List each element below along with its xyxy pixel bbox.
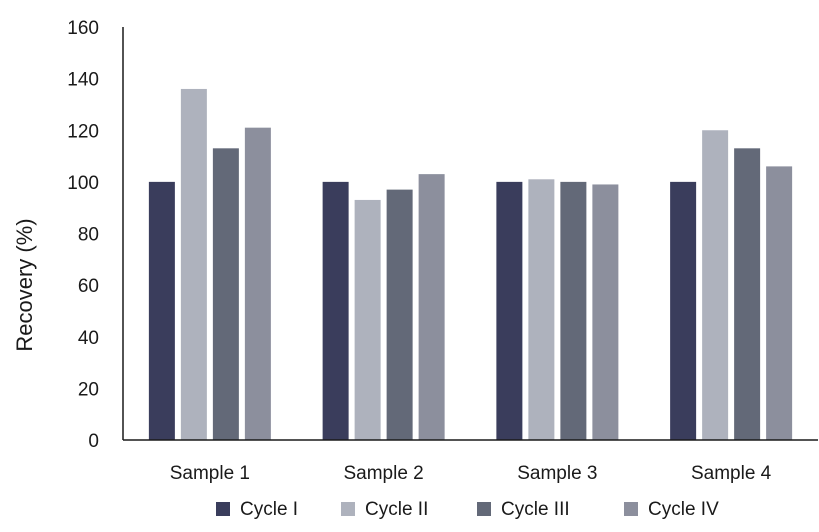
legend-item: Cycle I (216, 499, 298, 520)
legend-swatch (624, 502, 638, 516)
y-tick-label: 100 (67, 173, 99, 194)
bar-sample-3-cycle-i (496, 181, 523, 440)
legend-swatch (341, 502, 355, 516)
x-tick-label: Sample 1 (170, 463, 250, 484)
legend-label: Cycle II (365, 499, 428, 520)
bar-sample-2-cycle-ii (354, 199, 381, 440)
x-tick-label: Sample 2 (343, 463, 423, 484)
bar-sample-3-cycle-iii (560, 181, 587, 440)
bar-sample-2-cycle-i (322, 181, 349, 440)
y-tick-label: 140 (67, 70, 99, 91)
bar-sample-1-cycle-iii (212, 148, 239, 440)
x-tick-label: Sample 4 (691, 463, 772, 484)
bar-sample-4-cycle-iv (766, 166, 793, 440)
legend-label: Cycle I (240, 499, 298, 520)
bar-sample-1-cycle-i (148, 181, 175, 440)
legend-label: Cycle IV (648, 499, 719, 520)
legend-item: Cycle II (341, 499, 428, 520)
legend-item: Cycle III (477, 499, 570, 520)
bar-sample-4-cycle-i (670, 181, 697, 440)
legend-swatch (477, 502, 491, 516)
legend-swatch (216, 502, 230, 516)
bar-sample-2-cycle-iv (418, 174, 445, 440)
bar-sample-4-cycle-iii (734, 148, 761, 440)
y-tick-label: 40 (78, 328, 99, 349)
bar-sample-3-cycle-iv (592, 184, 619, 440)
x-tick-label: Sample 3 (517, 463, 597, 484)
bar-sample-3-cycle-ii (528, 179, 555, 440)
legend-item: Cycle IV (624, 499, 719, 520)
legend-label: Cycle III (501, 499, 570, 520)
y-tick-label: 160 (67, 18, 99, 39)
bar-sample-4-cycle-ii (702, 130, 729, 440)
y-tick-label: 0 (88, 431, 99, 452)
y-tick-label: 120 (67, 121, 99, 142)
y-tick-label: 20 (78, 379, 99, 400)
y-axis-label: Recovery (%) (12, 218, 37, 351)
y-tick-label: 80 (78, 225, 99, 246)
bar-sample-2-cycle-iii (386, 189, 413, 440)
bar-sample-1-cycle-iv (244, 127, 271, 440)
bar-sample-1-cycle-ii (180, 88, 207, 440)
y-tick-label: 60 (78, 276, 99, 297)
